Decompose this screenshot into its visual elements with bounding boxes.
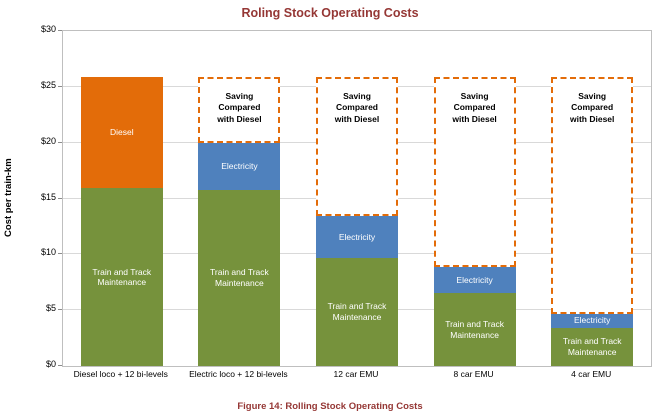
saving-box: Saving Compared with Diesel [198,76,281,143]
x-tick-label: Diesel loco + 12 bi-levels [73,369,168,379]
segment-label: Electricity [574,315,611,326]
y-tick-mark [58,309,62,311]
segment-label: Electricity [221,160,258,171]
y-tick-mark [58,365,62,366]
bar-segment-electricity: Electricity [551,313,634,329]
bar-segment-train-and-track-maintenance: Train and Track Maintenance [80,188,163,366]
bar-8-car-emu: Train and Track Maintenance Electricity Sa… [433,31,516,366]
x-tick-label: 12 car EMU [333,369,379,379]
saving-box: Saving Compared with Diesel [433,76,516,267]
x-tick-label: 4 car EMU [571,369,612,379]
segment-label: Train and Track Maintenance [92,266,152,288]
y-tick-mark [58,85,62,87]
segment-label: Train and Track Maintenance [327,301,387,322]
y-tick-label: $0 [45,359,56,369]
y-tick-label: $20 [40,135,56,146]
segment-label: Electricity [338,231,376,242]
y-tick-label: $15 [40,191,56,202]
bar-4-car-emu: Train and Track Maintenance Electricity Sa… [551,31,634,366]
saving-box-label: Saving Compared with Diesel [217,90,262,124]
y-tick-label: $5 [45,303,56,314]
y-tick-mark [58,197,62,199]
y-axis-ticks: $0 $5 $10 $15 $20 $25 $30 [0,0,57,419]
y-tick-mark [58,253,62,255]
bar-12-car-emu: Train and Track Maintenance Electricity Sa… [316,31,398,366]
chart-title: Roling Stock Operating Costs [241,6,419,20]
bar-segment-electricity: Electricity [316,216,398,258]
saving-box-label: Saving Compared with Diesel [569,90,615,124]
y-tick-mark [58,141,62,143]
segment-label: Train and Track Maintenance [562,336,622,358]
bar-segment-train-and-track-maintenance: Train and Track Maintenance [433,293,516,366]
plot-area: Train and Track Maintenance Diesel Train a… [62,30,652,367]
bar-segment-train-and-track-maintenance: Train and Track Maintenance [551,328,634,366]
bar-segment-electricity: Electricity [198,142,281,190]
saving-box-label: Saving Compared with Diesel [452,90,497,124]
x-tick-label: 8 car EMU [453,369,494,379]
x-tick-label: Electric loco + 12 bi-levels [189,369,288,379]
segment-label: Train and Track Maintenance [210,267,269,288]
bar-electric-loco-12-bi-levels: Train and Track Maintenance Electricity Sa… [198,31,281,366]
y-tick-mark [58,30,62,31]
segment-label: Train and Track Maintenance [445,319,504,340]
bar-segment-electricity: Electricity [433,266,516,294]
bar-segment-train-and-track-maintenance: Train and Track Maintenance [316,257,398,366]
bar-segment-diesel: Diesel [80,76,163,189]
saving-box: Saving Compared with Diesel [551,76,634,314]
bar-segment-train-and-track-maintenance: Train and Track Maintenance [198,189,281,366]
saving-box: Saving Compared with Diesel [316,76,398,217]
bar-diesel-loco-12-bi-levels: Train and Track Maintenance Diesel [80,31,163,366]
segment-label: Diesel [109,127,134,138]
x-axis-labels: Diesel loco + 12 bi-levels Electric loco … [0,369,660,383]
y-tick-label: $25 [40,79,56,90]
y-tick-label: $30 [40,24,56,34]
figure-caption: Figure 14: Rolling Stock Operating Costs [237,401,423,412]
segment-label: Electricity [456,274,493,285]
y-tick-label: $10 [40,247,56,258]
saving-box-label: Saving Compared with Diesel [334,90,380,124]
